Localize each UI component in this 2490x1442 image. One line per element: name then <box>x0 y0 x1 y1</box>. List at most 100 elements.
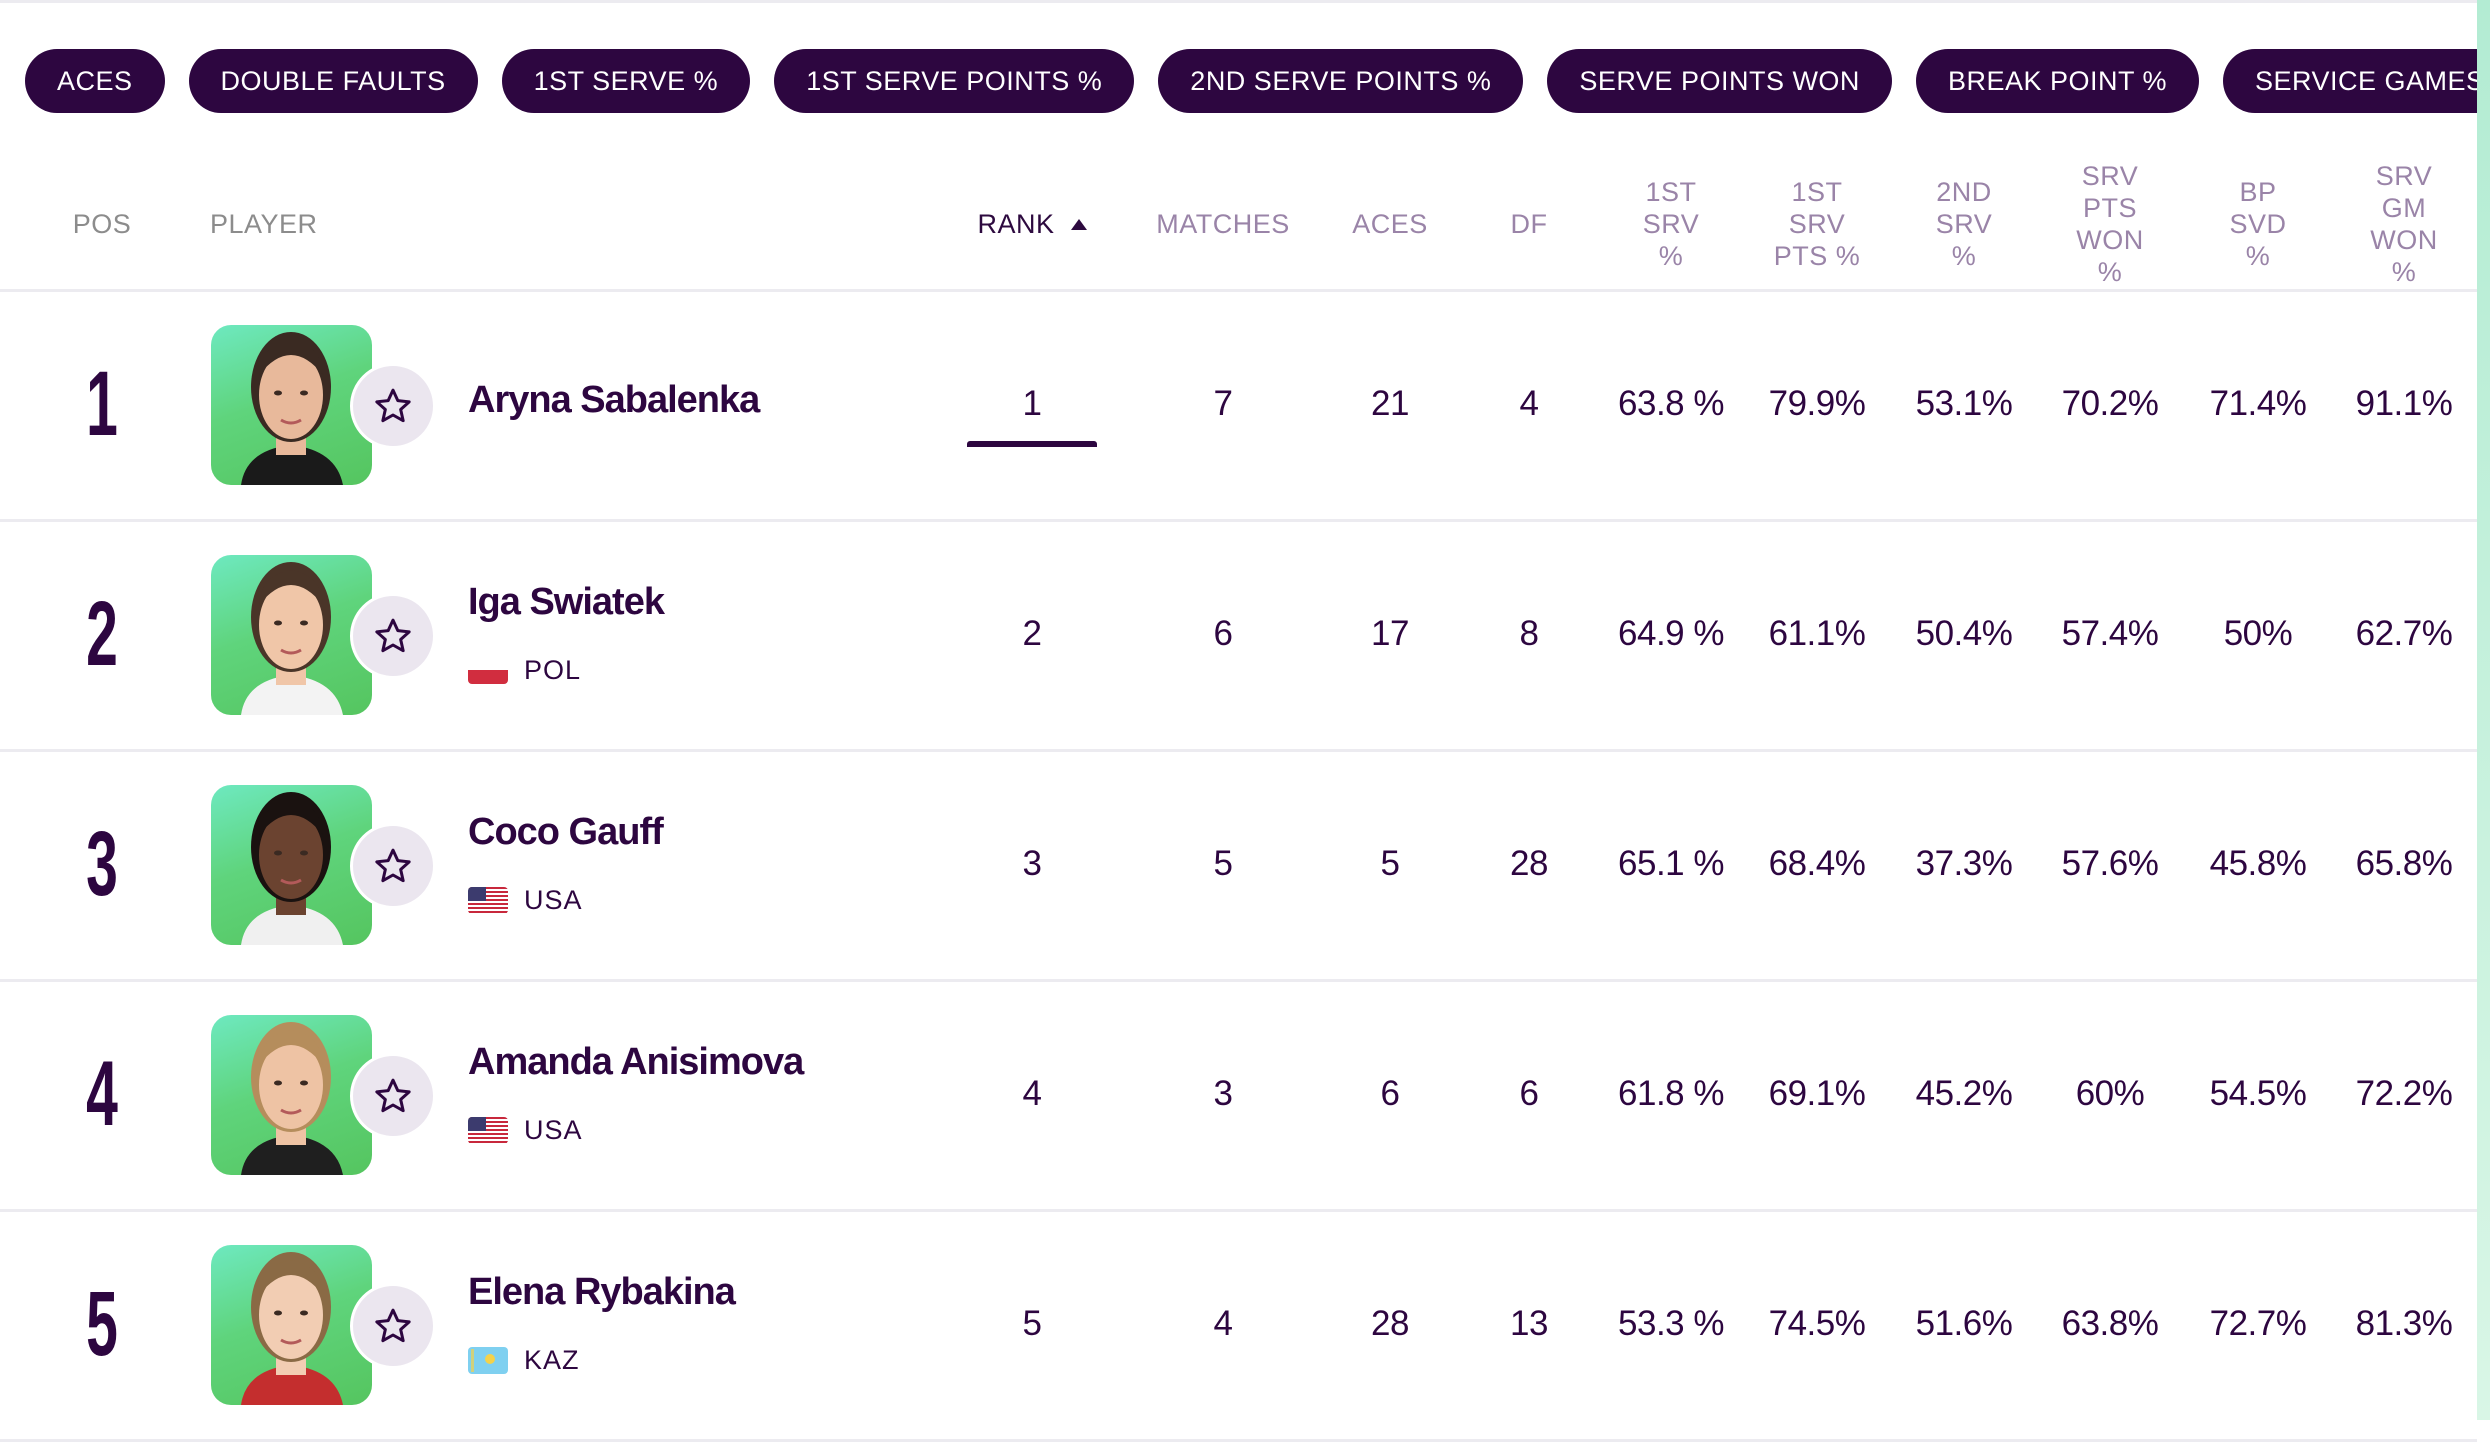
cell-srv-pts-won: 57.4% <box>2061 614 2159 653</box>
cell-rank: 2 <box>1022 614 1042 653</box>
cell-df: 6 <box>1519 1074 1539 1113</box>
cell-first-srv: 61.8 % <box>1618 1074 1724 1113</box>
player-name[interactable]: Coco Gauff <box>468 811 664 853</box>
filter-pill[interactable]: BREAK POINT % <box>1915 49 2199 113</box>
table-header: POS PLAYER RANK MATCHES ACES DF 1ST SRV … <box>0 159 2477 447</box>
player-name[interactable]: Aryna Sabalenka <box>468 379 760 421</box>
country-code: USA <box>524 884 583 915</box>
sort-ascending-icon <box>1070 218 1087 230</box>
cell-bp-svd: 71.4% <box>2209 384 2307 423</box>
position-number: 4 <box>86 1043 118 1145</box>
cell-bp-svd: 72.7% <box>2209 1304 2307 1343</box>
cell-first-srv-pts: 74.5% <box>1768 1304 1866 1343</box>
filter-pill[interactable]: DOUBLE FAULTS <box>188 49 478 113</box>
favorite-button[interactable] <box>350 1053 436 1139</box>
country-code: POL <box>524 654 582 685</box>
cell-srv-pts-won: 57.6% <box>2061 844 2159 883</box>
favorite-button[interactable] <box>350 593 436 679</box>
cell-srv-pts-won: 70.2% <box>2061 384 2159 423</box>
header-srv-pts-won[interactable]: SRV PTS WON % <box>2076 161 2144 287</box>
favorite-button[interactable] <box>350 363 436 449</box>
filter-pill[interactable]: SERVICE GAMES WON % <box>2223 49 2477 113</box>
cell-first-srv: 53.3 % <box>1618 1304 1724 1343</box>
cell-matches: 4 <box>1213 1304 1233 1343</box>
stat-filter-bar: ACES DOUBLE FAULTS 1ST SERVE % 1ST SERVE PO… <box>25 49 2477 113</box>
player-photo[interactable] <box>211 1015 372 1175</box>
filter-pill[interactable]: 1ST SERVE POINTS % <box>774 49 1135 113</box>
filter-pill[interactable]: ACES <box>25 49 165 113</box>
cell-aces: 17 <box>1371 614 1409 653</box>
player-country: POL <box>468 652 581 688</box>
cell-first-srv-pts: 68.4% <box>1768 844 1866 883</box>
filter-pill[interactable]: SERVE POINTS WON <box>1547 49 1892 113</box>
player-country: KAZ <box>468 1342 580 1378</box>
table-row[interactable]: 2 Iga Swiatek POL 2 6 17 8 64.9 % 61.1% 50.4% 57.4… <box>0 519 2477 752</box>
player-photo[interactable] <box>211 785 372 945</box>
side-accent-strip <box>2477 0 2490 1420</box>
poland-flag <box>468 656 508 684</box>
star-icon <box>375 1078 411 1113</box>
cell-df: 13 <box>1510 1304 1548 1343</box>
cell-srv-gm-won: 65.8% <box>2355 844 2453 883</box>
cell-rank: 3 <box>1022 844 1042 883</box>
cell-second-srv: 50.4% <box>1915 614 2013 653</box>
cell-srv-pts-won: 63.8% <box>2061 1304 2159 1343</box>
header-df[interactable]: DF <box>1510 209 1548 239</box>
usa-flag <box>468 1116 508 1144</box>
player-country: USA <box>468 1112 583 1148</box>
player-name[interactable]: Amanda Anisimova <box>468 1041 804 1083</box>
header-srv-gm-won[interactable]: SRV GM WON % <box>2370 161 2438 287</box>
header-1st-srv[interactable]: 1ST SRV % <box>1642 177 1700 271</box>
header-2nd-srv[interactable]: 2ND SRV % <box>1935 177 1993 271</box>
cell-bp-svd: 54.5% <box>2209 1074 2307 1113</box>
cell-first-srv-pts: 61.1% <box>1768 614 1866 653</box>
player-name[interactable]: Iga Swiatek <box>468 581 665 623</box>
cell-rank: 5 <box>1022 1304 1042 1343</box>
header-1st-srv-pts[interactable]: 1ST SRV PTS % <box>1773 177 1861 271</box>
cell-first-srv: 65.1 % <box>1618 844 1724 883</box>
table-row[interactable]: 1 Aryna Sabalenka 1 7 21 4 63.8 % 79.9% 53.1% 70.… <box>0 289 2477 522</box>
star-icon <box>375 618 411 653</box>
cell-first-srv-pts: 79.9% <box>1768 384 1866 423</box>
cell-matches: 3 <box>1213 1074 1233 1113</box>
position-number: 3 <box>86 813 118 915</box>
star-icon <box>375 848 411 883</box>
header-rank[interactable]: RANK <box>952 159 1112 289</box>
cell-srv-pts-won: 60% <box>2075 1074 2145 1113</box>
header-matches[interactable]: MATCHES <box>1156 209 1290 239</box>
player-country: USA <box>468 882 583 918</box>
cell-srv-gm-won: 81.3% <box>2355 1304 2453 1343</box>
filter-pill[interactable]: 1ST SERVE % <box>501 49 751 113</box>
cell-srv-gm-won: 62.7% <box>2355 614 2453 653</box>
cell-rank: 4 <box>1022 1074 1042 1113</box>
star-icon <box>375 388 411 423</box>
position-number: 1 <box>86 353 118 455</box>
header-pos[interactable]: POS <box>72 209 132 239</box>
player-name[interactable]: Elena Rybakina <box>468 1271 736 1313</box>
player-photo[interactable] <box>211 1245 372 1405</box>
player-photo[interactable] <box>211 325 372 485</box>
table-row[interactable]: 4 Amanda Anisimova USA 4 3 6 6 61.8 % 69.1% 45.2%… <box>0 979 2477 1212</box>
table-row[interactable]: 5 Elena Rybakina KAZ 5 4 28 13 53.3 % 74.5% 51.6%… <box>0 1209 2477 1442</box>
cell-second-srv: 37.3% <box>1915 844 2013 883</box>
cell-bp-svd: 50% <box>2223 614 2293 653</box>
cell-bp-svd: 45.8% <box>2209 844 2307 883</box>
table-row[interactable]: 3 Coco Gauff USA 3 5 5 28 65.1 % 68.4% 37.3% 57.6%… <box>0 749 2477 982</box>
header-aces[interactable]: ACES <box>1352 209 1428 239</box>
cell-df: 4 <box>1519 384 1539 423</box>
position-number: 2 <box>86 583 118 685</box>
cell-df: 8 <box>1519 614 1539 653</box>
cell-srv-gm-won: 91.1% <box>2355 384 2453 423</box>
cell-matches: 5 <box>1213 844 1233 883</box>
filter-pill[interactable]: 2ND SERVE POINTS % <box>1158 49 1524 113</box>
cell-matches: 6 <box>1213 614 1233 653</box>
favorite-button[interactable] <box>350 1283 436 1369</box>
cell-aces: 21 <box>1371 384 1409 423</box>
active-sort-underline <box>967 441 1097 447</box>
header-bp-svd[interactable]: BP SVD % <box>2229 177 2287 271</box>
player-photo[interactable] <box>211 555 372 715</box>
cell-rank: 1 <box>1022 384 1042 423</box>
header-player[interactable]: PLAYER <box>210 209 318 239</box>
favorite-button[interactable] <box>350 823 436 909</box>
header-rank-label: RANK <box>977 209 1055 239</box>
